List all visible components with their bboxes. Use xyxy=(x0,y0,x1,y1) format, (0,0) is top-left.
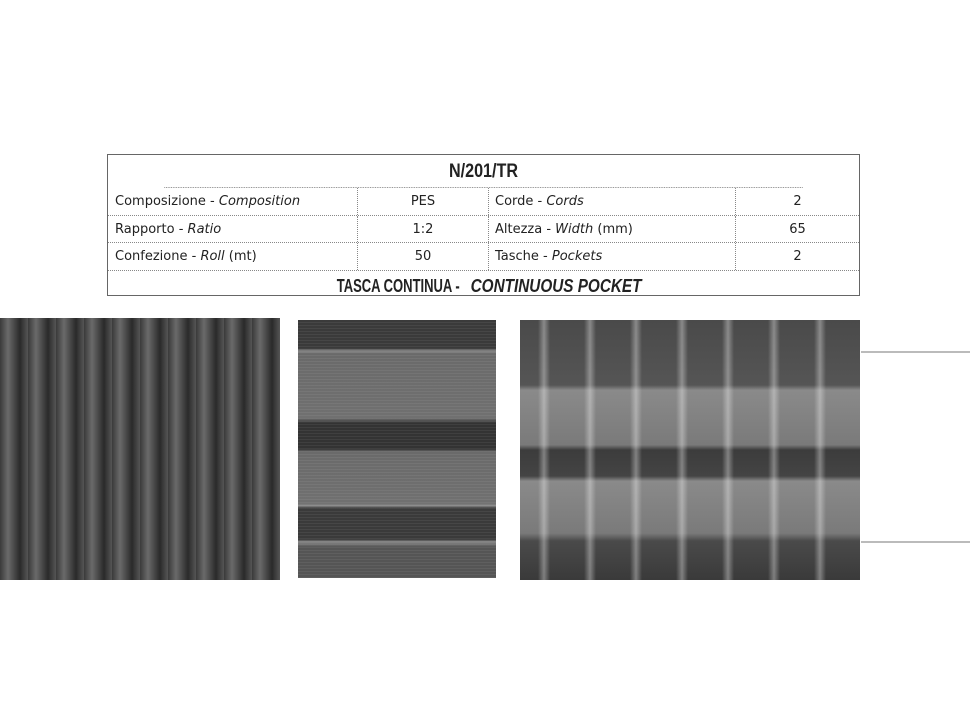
spec-value: 2 xyxy=(793,194,802,209)
type-it: TASCA CONTINUA - xyxy=(336,275,460,296)
spec-value: 2 xyxy=(793,249,802,264)
cord-line xyxy=(861,351,970,353)
label-it: Confezione - xyxy=(115,249,201,264)
cord-line xyxy=(861,541,970,543)
label-en: Composition xyxy=(218,194,301,209)
label-it: Rapporto - xyxy=(115,221,188,237)
label-en: Roll xyxy=(200,249,225,264)
spec-label: Altezza - Width (mm) xyxy=(489,215,736,242)
spec-table: N/201/TR Composizione - Composition PES … xyxy=(107,154,860,296)
type-en: CONTINUOUS POCKET xyxy=(470,275,642,296)
spec-row: Confezione - Roll (mt) 50 Tasche - Pocke… xyxy=(108,243,859,271)
pleated-curtain-photo xyxy=(0,318,280,580)
label-it: Tasche - xyxy=(495,249,552,264)
label-it: Altezza - xyxy=(495,221,556,237)
label-en: Cords xyxy=(546,194,584,209)
label-en: Pockets xyxy=(551,249,603,264)
spec-label: Rapporto - Ratio xyxy=(108,215,358,242)
spec-label: Confezione - Roll (mt) xyxy=(108,243,358,270)
label-it: Composizione - xyxy=(115,194,219,209)
label-it: Corde - xyxy=(495,194,547,209)
label-en: Ratio xyxy=(187,221,222,237)
sheer-curtain-tape-photo xyxy=(520,320,860,580)
label-suffix: (mt) xyxy=(224,249,257,264)
label-en: Width xyxy=(555,221,594,237)
spec-value: 50 xyxy=(358,243,489,270)
spec-value: PES xyxy=(358,188,489,215)
spec-row: Rapporto - Ratio 1:2 Altezza - Width (mm… xyxy=(108,215,859,243)
spec-label: Composizione - Composition xyxy=(108,188,358,215)
product-code: N/201/TR xyxy=(164,155,803,188)
label-suffix: (mm) xyxy=(593,221,633,237)
spec-label: Tasche - Pockets xyxy=(489,243,736,270)
spec-label: Corde - Cords xyxy=(489,188,736,215)
spec-row: Composizione - Composition PES Corde - C… xyxy=(108,188,859,216)
spec-value: 65 xyxy=(789,221,806,237)
spec-value: 1:2 xyxy=(358,215,489,242)
tape-closeup-photo xyxy=(298,320,496,578)
tape-type: TASCA CONTINUA - CONTINUOUS POCKET xyxy=(108,271,859,300)
